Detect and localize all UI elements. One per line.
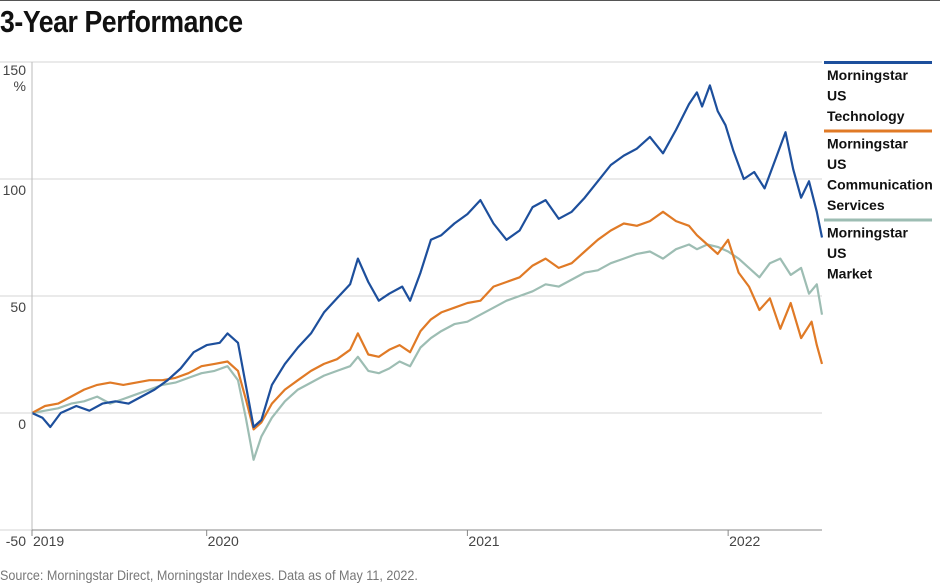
x-tick-label-2021: 2021	[468, 533, 499, 549]
legend-item: Morningstar US Market	[824, 218, 932, 282]
legend-label: Morningstar	[827, 136, 908, 152]
x-tick-label-2022: 2022	[729, 533, 760, 549]
legend-label: Morningstar	[827, 225, 908, 241]
x-tick-label-2020: 2020	[208, 533, 239, 549]
series-line-morningstar-us-technology	[31, 84, 824, 429]
series-line-morningstar-us-market	[31, 243, 824, 461]
legend-item: Morningstar US Communication Services	[824, 129, 933, 213]
source-note: Source: Morningstar Direct, Morningstar …	[0, 567, 418, 583]
page-title: 3-Year Performance	[0, 4, 243, 39]
y-tick-label: 150	[3, 62, 27, 78]
legend-swatch	[824, 218, 932, 222]
y-tick-label: 100	[3, 182, 27, 198]
legend: Morningstar US Technology Morningstar US Comm…	[824, 61, 933, 282]
top-rule	[0, 0, 940, 1]
legend-label: Communication	[827, 177, 933, 193]
series-lines	[31, 84, 824, 461]
y-tick-label: -50	[6, 533, 26, 549]
legend-swatch	[824, 129, 932, 133]
legend-label: US	[827, 156, 846, 172]
y-tick-label: 0	[18, 416, 26, 432]
legend-label: US	[827, 245, 846, 261]
y-tick-label: 50	[10, 299, 26, 315]
legend-item: Morningstar US Technology	[824, 61, 932, 124]
axes: -50 0 50 100 150% 2019 2020 2021 2022	[3, 62, 822, 549]
y-unit-label: %	[14, 78, 26, 94]
legend-swatch	[824, 61, 932, 64]
x-tick-label-2019: 2019	[33, 533, 64, 549]
legend-label: US	[827, 88, 846, 104]
legend-label: Services	[827, 197, 885, 213]
legend-label: Morningstar	[827, 67, 908, 83]
legend-label: Technology	[827, 108, 905, 124]
legend-label: Market	[827, 266, 872, 282]
series-line-morningstar-us-communication-services	[31, 210, 824, 431]
